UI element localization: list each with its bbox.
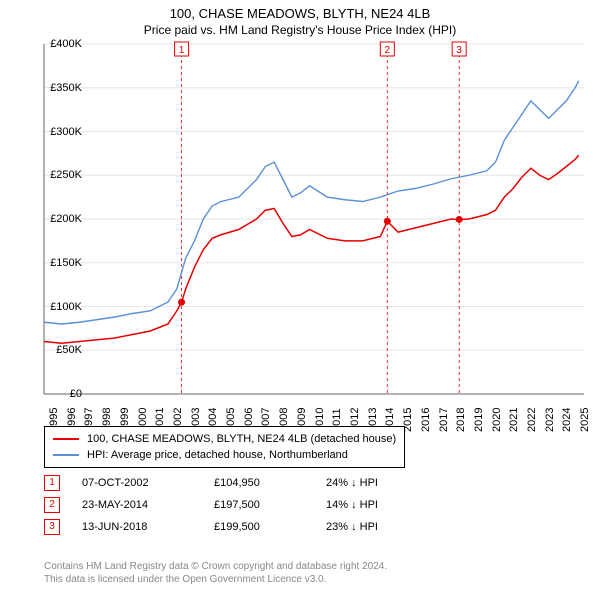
x-axis-tick: 2016 bbox=[420, 408, 432, 432]
y-axis-tick: £200K bbox=[50, 213, 82, 225]
legend-label: HPI: Average price, detached house, Nort… bbox=[87, 447, 348, 463]
sale-price: £197,500 bbox=[214, 494, 304, 516]
chart-area: 123 £0£50K£100K£150K£200K£250K£300K£350K… bbox=[44, 44, 584, 394]
x-axis-tick: 2023 bbox=[544, 408, 556, 432]
footer-line-2: This data is licensed under the Open Gov… bbox=[44, 573, 387, 586]
sale-marker-icon: 3 bbox=[44, 519, 60, 535]
sale-price: £104,950 bbox=[214, 472, 304, 494]
sale-marker-icon: 1 bbox=[44, 475, 60, 491]
legend-label: 100, CHASE MEADOWS, BLYTH, NE24 4LB (det… bbox=[87, 431, 396, 447]
legend-row: 100, CHASE MEADOWS, BLYTH, NE24 4LB (det… bbox=[53, 431, 396, 447]
sale-row: 3 13-JUN-2018 £199,500 23% ↓ HPI bbox=[44, 516, 378, 538]
legend-row: HPI: Average price, detached house, Nort… bbox=[53, 447, 396, 463]
legend-swatch bbox=[53, 454, 79, 456]
chart-title: 100, CHASE MEADOWS, BLYTH, NE24 4LB bbox=[0, 0, 600, 21]
svg-text:1: 1 bbox=[179, 45, 185, 56]
legend-swatch bbox=[53, 438, 79, 440]
legend: 100, CHASE MEADOWS, BLYTH, NE24 4LB (det… bbox=[44, 426, 405, 468]
y-axis-tick: £100K bbox=[50, 301, 82, 313]
svg-text:3: 3 bbox=[456, 45, 462, 56]
y-axis-tick: £400K bbox=[50, 38, 82, 50]
x-axis-tick: 2024 bbox=[561, 408, 573, 432]
svg-text:2: 2 bbox=[385, 45, 391, 56]
sales-table: 1 07-OCT-2002 £104,950 24% ↓ HPI 2 23-MAY-201… bbox=[44, 472, 378, 538]
sale-vs-hpi: 23% ↓ HPI bbox=[326, 516, 378, 538]
sale-date: 23-MAY-2014 bbox=[82, 494, 192, 516]
y-axis-tick: £250K bbox=[50, 169, 82, 181]
chart-subtitle: Price paid vs. HM Land Registry's House … bbox=[0, 21, 600, 41]
chart-svg: 1 2 3 bbox=[44, 44, 584, 394]
sale-row: 1 07-OCT-2002 £104,950 24% ↓ HPI bbox=[44, 472, 378, 494]
sale-vs-hpi: 24% ↓ HPI bbox=[326, 472, 378, 494]
sale-date: 13-JUN-2018 bbox=[82, 516, 192, 538]
sale-vs-hpi: 14% ↓ HPI bbox=[326, 494, 378, 516]
sale-date: 07-OCT-2002 bbox=[82, 472, 192, 494]
x-axis-tick: 2019 bbox=[473, 408, 485, 432]
sale-row: 2 23-MAY-2014 £197,500 14% ↓ HPI bbox=[44, 494, 378, 516]
y-axis-tick: £50K bbox=[56, 344, 82, 356]
x-axis-tick: 2021 bbox=[508, 408, 520, 432]
x-axis-tick: 2018 bbox=[455, 408, 467, 432]
x-axis-tick: 2017 bbox=[438, 408, 450, 432]
chart-page: { "title": "100, CHASE MEADOWS, BLYTH, N… bbox=[0, 0, 600, 590]
x-axis-tick: 2020 bbox=[491, 408, 503, 432]
y-axis-tick: £350K bbox=[50, 82, 82, 94]
y-axis-tick: £300K bbox=[50, 126, 82, 138]
footer-line-1: Contains HM Land Registry data © Crown c… bbox=[44, 560, 387, 573]
x-axis-tick: 2022 bbox=[526, 408, 538, 432]
sale-price: £199,500 bbox=[214, 516, 304, 538]
y-axis-tick: £150K bbox=[50, 257, 82, 269]
sale-marker-icon: 2 bbox=[44, 497, 60, 513]
attribution-footer: Contains HM Land Registry data © Crown c… bbox=[44, 560, 387, 586]
x-axis-tick: 2025 bbox=[579, 408, 591, 432]
y-axis-tick: £0 bbox=[70, 388, 82, 400]
